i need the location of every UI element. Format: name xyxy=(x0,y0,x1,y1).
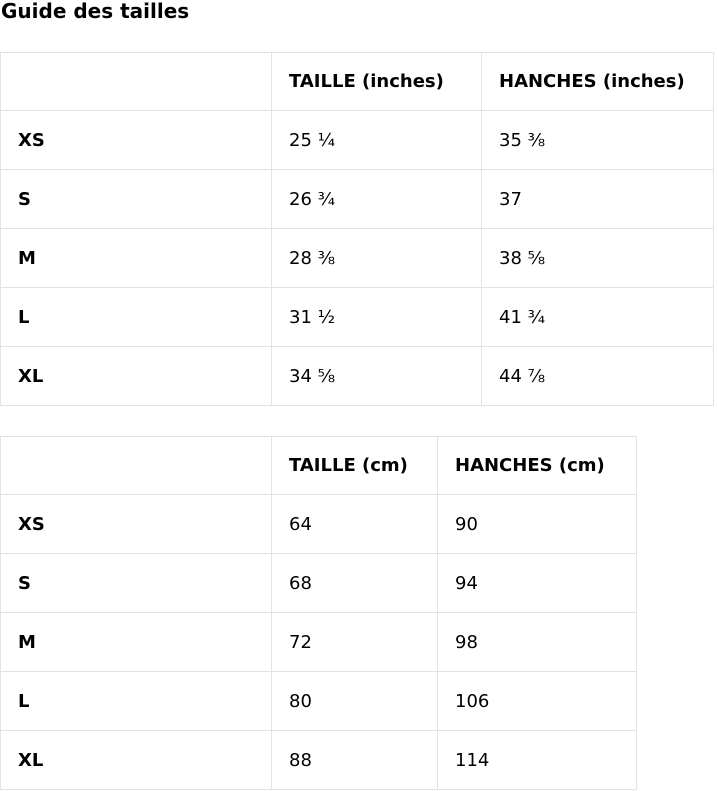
table-row-s: S 68 94 xyxy=(0,553,637,613)
size-label: XS xyxy=(0,494,272,554)
size-label: S xyxy=(0,553,272,613)
size-label: L xyxy=(0,671,272,731)
taille-value: 28 ⅜ xyxy=(271,228,482,288)
table-row-m: M 72 98 xyxy=(0,612,637,672)
table-row-m: M 28 ⅜ 38 ⅝ xyxy=(0,228,714,288)
taille-value: 80 xyxy=(271,671,438,731)
header-blank-cell xyxy=(0,52,272,111)
taille-value: 25 ¼ xyxy=(271,110,482,170)
size-label: M xyxy=(0,612,272,672)
hanches-value: 37 xyxy=(481,169,714,229)
size-label: XL xyxy=(0,730,272,790)
table-row-l: L 80 106 xyxy=(0,671,637,731)
header-hanches-inches: HANCHES (inches) xyxy=(481,52,714,111)
hanches-value: 38 ⅝ xyxy=(481,228,714,288)
table-header-row: TAILLE (inches) HANCHES (inches) xyxy=(0,52,714,111)
hanches-value: 114 xyxy=(437,730,637,790)
table-row-xl: XL 34 ⅝ 44 ⅞ xyxy=(0,346,714,406)
hanches-value: 41 ¾ xyxy=(481,287,714,347)
hanches-value: 98 xyxy=(437,612,637,672)
taille-value: 34 ⅝ xyxy=(271,346,482,406)
header-taille-cm: TAILLE (cm) xyxy=(271,436,438,495)
table-row-xs: XS 64 90 xyxy=(0,494,637,554)
size-label: XS xyxy=(0,110,272,170)
table-row-xs: XS 25 ¼ 35 ⅜ xyxy=(0,110,714,170)
size-label: XL xyxy=(0,346,272,406)
header-hanches-cm: HANCHES (cm) xyxy=(437,436,637,495)
table-row-l: L 31 ½ 41 ¾ xyxy=(0,287,714,347)
hanches-value: 94 xyxy=(437,553,637,613)
size-label: S xyxy=(0,169,272,229)
taille-value: 31 ½ xyxy=(271,287,482,347)
taille-value: 26 ¾ xyxy=(271,169,482,229)
size-table-inches: TAILLE (inches) HANCHES (inches) XS 25 ¼… xyxy=(0,52,714,406)
hanches-value: 44 ⅞ xyxy=(481,346,714,406)
taille-value: 72 xyxy=(271,612,438,672)
page-title: Guide des tailles xyxy=(1,0,190,23)
size-label: M xyxy=(0,228,272,288)
header-blank-cell xyxy=(0,436,272,495)
taille-value: 68 xyxy=(271,553,438,613)
table-row-xl: XL 88 114 xyxy=(0,730,637,790)
table-header-row: TAILLE (cm) HANCHES (cm) xyxy=(0,436,637,495)
hanches-value: 35 ⅜ xyxy=(481,110,714,170)
taille-value: 88 xyxy=(271,730,438,790)
header-taille-inches: TAILLE (inches) xyxy=(271,52,482,111)
hanches-value: 106 xyxy=(437,671,637,731)
hanches-value: 90 xyxy=(437,494,637,554)
size-table-cm: TAILLE (cm) HANCHES (cm) XS 64 90 S 68 9… xyxy=(0,436,637,790)
size-label: L xyxy=(0,287,272,347)
table-row-s: S 26 ¾ 37 xyxy=(0,169,714,229)
taille-value: 64 xyxy=(271,494,438,554)
